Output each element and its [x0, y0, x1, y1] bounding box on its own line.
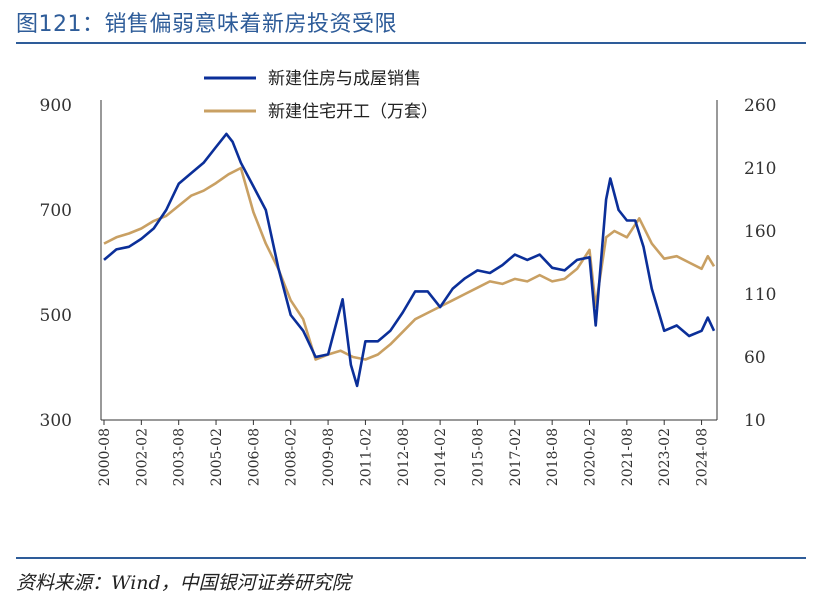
- left-tick-label: 900: [40, 96, 72, 116]
- right-tick-label: 10: [744, 411, 766, 431]
- figure-title: 图121：销售偏弱意味着新房投资受限: [16, 12, 397, 37]
- x-tick-label: 2006-08: [246, 428, 262, 486]
- x-tick-label: 2012-08: [396, 428, 412, 486]
- left-tick-label: 700: [40, 201, 72, 221]
- left-axis-ticks: 300 500 700 900: [40, 96, 72, 431]
- right-axis-ticks: 10 60 110 160 210 260: [744, 96, 776, 431]
- right-tick-label: 210: [744, 159, 776, 179]
- x-tick-label: 2011-02: [358, 428, 374, 486]
- series-line-sales: [103, 132, 716, 388]
- legend-label: 新建住房与成屋销售: [268, 69, 421, 89]
- x-tick-label: 2018-08: [545, 428, 561, 486]
- right-tick-label: 110: [744, 285, 776, 305]
- x-axis-ticks: 2000-08 2002-02 2003-08 2005-02 2006-08 2008-…: [97, 420, 711, 486]
- x-tick-label: 2008-02: [284, 428, 300, 486]
- legend-label: 新建住宅开工（万套）: [268, 102, 438, 122]
- x-tick-label: 2024-08: [695, 428, 711, 486]
- x-tick-label: 2020-02: [583, 428, 599, 486]
- left-tick-label: 500: [40, 306, 72, 326]
- x-tick-label: 2003-08: [172, 428, 188, 486]
- left-tick-label: 300: [40, 411, 72, 431]
- series-line-starts: [103, 166, 716, 361]
- right-tick-label: 160: [744, 222, 776, 242]
- x-tick-label: 2015-08: [470, 428, 486, 486]
- title-rule: [16, 42, 806, 44]
- x-tick-label: 2009-08: [321, 428, 337, 486]
- x-tick-label: 2002-02: [134, 428, 150, 486]
- source-note: 资料来源：Wind，中国银河证券研究院: [16, 572, 351, 594]
- x-tick-label: 2000-08: [97, 428, 113, 486]
- x-tick-label: 2017-02: [508, 428, 524, 486]
- right-tick-label: 60: [744, 348, 766, 368]
- source-rule: [16, 557, 806, 559]
- x-tick-label: 2021-08: [620, 428, 636, 486]
- x-tick-label: 2005-02: [209, 428, 225, 486]
- right-tick-label: 260: [744, 96, 776, 116]
- x-tick-label: 2014-02: [433, 428, 449, 486]
- x-tick-label: 2023-02: [657, 428, 673, 486]
- series-lines: [103, 132, 716, 388]
